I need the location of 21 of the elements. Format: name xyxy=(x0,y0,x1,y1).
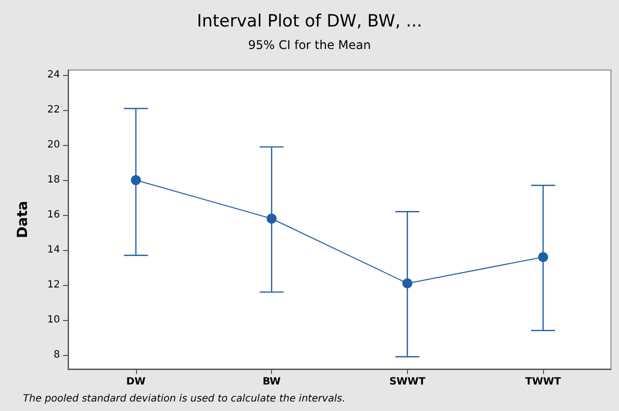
y-tick-label: 8 xyxy=(54,350,60,361)
point xyxy=(130,175,141,186)
y-tick-label: 24 xyxy=(47,70,60,81)
x-tick-label: BW xyxy=(262,376,281,388)
chart-subtitle: 95% CI for the Mean xyxy=(248,38,371,52)
chart-title: Interval Plot of DW, BW, ... xyxy=(196,12,422,32)
point xyxy=(538,252,548,262)
y-tick-label: 12 xyxy=(47,280,60,291)
point xyxy=(402,278,412,288)
y-tick-label: 16 xyxy=(47,210,60,221)
y-tick-label: 18 xyxy=(47,174,60,186)
x-tick-label: DW xyxy=(126,376,146,388)
y-tick-label: 10 xyxy=(47,314,60,326)
x-tick-label: TWWT xyxy=(525,376,562,388)
y-tick-label: 22 xyxy=(47,104,60,116)
y-axis-title: Data xyxy=(15,200,31,238)
y-tick-label: 14 xyxy=(47,244,60,256)
y-tick-label: 20 xyxy=(47,140,60,151)
point xyxy=(266,214,277,224)
text: The pooled standard deviation is used to calculate the intervals. xyxy=(23,394,346,404)
x-tick-label: SWWT xyxy=(389,376,426,388)
